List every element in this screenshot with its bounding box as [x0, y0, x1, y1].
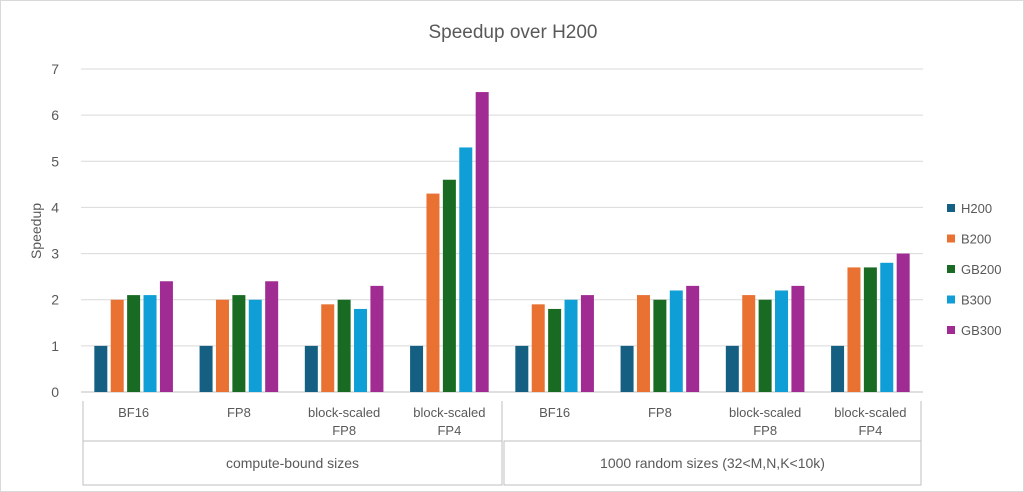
bar-h200-3 — [410, 345, 424, 392]
bar-b300-3 — [459, 147, 473, 392]
x-tick-label: FP4 — [858, 423, 882, 438]
bar-b200-3 — [426, 193, 440, 392]
x-tick-label: FP8 — [332, 423, 356, 438]
x-tick-label: FP8 — [227, 405, 251, 420]
x-tick-label: BF16 — [539, 405, 570, 420]
bar-gb200-0 — [127, 295, 141, 392]
bar-b200-5 — [636, 295, 650, 392]
bar-b200-0 — [110, 299, 124, 392]
x-tick-label: FP8 — [753, 423, 777, 438]
bar-gb200-6 — [758, 299, 772, 392]
legend-swatch-b300 — [947, 295, 955, 304]
bar-b300-6 — [775, 290, 789, 392]
bar-gb300-4 — [580, 295, 594, 392]
y-tick-label: 4 — [51, 199, 59, 215]
legend-swatch-h200 — [947, 204, 955, 212]
bar-gb200-5 — [653, 299, 667, 392]
legend-swatch-gb200 — [947, 265, 955, 273]
bar-h200-4 — [515, 345, 529, 392]
group-label: compute-bound sizes — [226, 455, 359, 471]
bar-gb200-2 — [337, 299, 351, 392]
bar-gb200-1 — [232, 295, 246, 392]
bar-b200-2 — [321, 304, 335, 392]
bar-b300-4 — [564, 299, 578, 392]
bar-b200-7 — [847, 267, 861, 392]
legend-label-gb300: GB300 — [961, 323, 1001, 338]
bar-b300-7 — [880, 262, 894, 392]
y-axis-label: Speedup — [28, 203, 44, 259]
x-tick-label: block-scaled — [729, 405, 801, 420]
y-tick-label: 3 — [51, 246, 59, 262]
x-tick-label: FP8 — [648, 405, 672, 420]
x-tick-label: BF16 — [118, 405, 149, 420]
bar-b200-6 — [742, 295, 756, 392]
legend-label-h200: H200 — [961, 201, 992, 216]
x-tick-label: block-scaled — [834, 405, 906, 420]
bar-b300-2 — [354, 308, 368, 392]
bar-b300-1 — [248, 299, 262, 392]
bar-h200-7 — [831, 345, 845, 392]
legend-swatch-gb300 — [947, 326, 955, 334]
group-box — [503, 440, 922, 486]
bar-gb200-3 — [442, 179, 456, 392]
chart-title: Speedup over H200 — [428, 22, 597, 43]
bar-gb300-6 — [791, 285, 805, 392]
bar-gb300-1 — [265, 281, 279, 392]
bar-h200-1 — [199, 345, 213, 392]
y-tick-label: 1 — [51, 338, 59, 354]
group-label: 1000 random sizes (32<M,N,K<10k) — [600, 455, 825, 471]
bar-gb300-3 — [475, 92, 489, 393]
bar-h200-5 — [620, 345, 634, 392]
y-tick-label: 2 — [51, 292, 59, 308]
bar-gb200-4 — [548, 308, 562, 392]
x-tick-label: FP4 — [437, 423, 461, 438]
group-box — [82, 440, 503, 486]
bar-gb300-7 — [896, 253, 910, 392]
y-tick-label: 7 — [51, 61, 59, 77]
legend-swatch-b200 — [947, 234, 955, 243]
bar-gb200-7 — [863, 267, 877, 392]
bar-b300-0 — [143, 295, 157, 392]
y-tick-label: 0 — [51, 384, 59, 400]
legend-label-b200: B200 — [961, 232, 991, 247]
legend-label-b300: B300 — [961, 293, 991, 308]
bar-b200-1 — [215, 299, 229, 392]
x-tick-label: block-scaled — [413, 405, 485, 420]
bar-gb300-2 — [370, 285, 384, 392]
bar-h200-0 — [94, 345, 108, 392]
legend-label-gb200: GB200 — [961, 262, 1001, 277]
bar-gb300-0 — [159, 281, 173, 392]
x-tick-label: block-scaled — [308, 405, 380, 420]
bar-gb300-5 — [686, 285, 700, 392]
bar-b200-4 — [531, 304, 545, 392]
y-tick-label: 5 — [51, 153, 59, 169]
bar-b300-5 — [669, 290, 683, 392]
bar-h200-6 — [725, 345, 739, 392]
y-tick-label: 6 — [51, 107, 59, 123]
bar-h200-2 — [304, 345, 318, 392]
